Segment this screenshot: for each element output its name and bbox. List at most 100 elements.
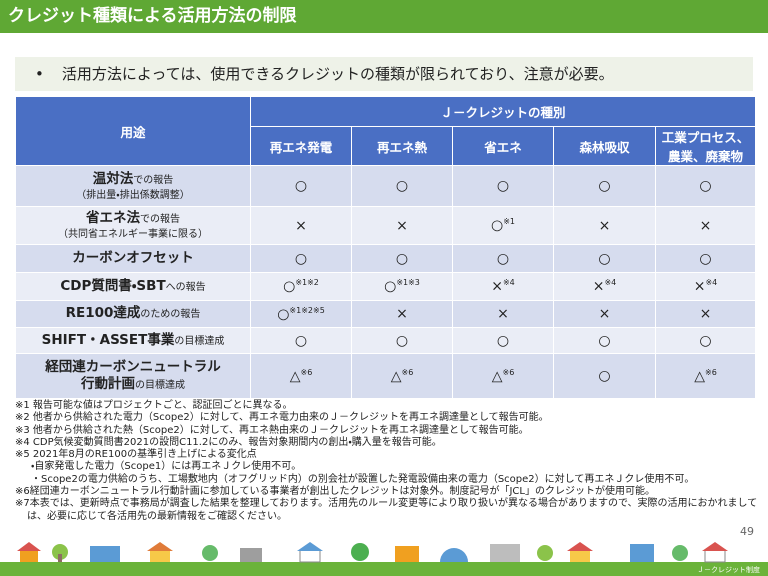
cell-note: ※6	[300, 367, 313, 377]
table-cell: ○	[452, 327, 554, 354]
cell-mark: ○	[699, 250, 712, 267]
cell-mark: ×	[598, 217, 611, 234]
cell-note: ※1※3	[396, 278, 420, 288]
table-cell: ○	[655, 327, 756, 354]
label-suffix: での報告	[140, 214, 180, 225]
cell-mark: ○	[294, 332, 308, 349]
cell-mark: ○	[496, 332, 510, 349]
table-cell: ×	[452, 300, 554, 328]
bullet-box: • 活用方法によっては、使用できるクレジットの種類が限られており、注意が必要。	[15, 57, 753, 91]
cell-mark: ×	[699, 217, 712, 234]
table-cell: ○	[250, 244, 352, 273]
cell-mark: ○	[490, 217, 504, 234]
cell-mark: ○	[384, 278, 397, 295]
cell-mark: ○	[496, 178, 510, 194]
cell-note: ※4	[705, 278, 718, 288]
cell-mark: ×	[693, 278, 706, 295]
label-sub: （共同省エネルギー事業に限る）	[58, 229, 208, 240]
table-cell: ×※4	[655, 272, 756, 301]
table-row: カーボンオフセット ○ ○ ○ ○ ○	[15, 244, 756, 273]
label-suffix: の目標達成	[174, 335, 225, 347]
table-row: SHIFT・ASSET事業の目標達成 ○ ○ ○ ○ ○	[15, 327, 756, 354]
footer-illustration	[0, 542, 768, 576]
cell-mark: △	[390, 368, 402, 385]
row-label: 省エネ法での報告 （共同省エネルギー事業に限る）	[15, 206, 251, 245]
table-cell: ○	[553, 327, 656, 354]
column-header: 森林吸収	[553, 126, 656, 166]
label-suffix: の目標達成	[135, 379, 185, 391]
table-cell: ×	[655, 300, 756, 328]
note: ・自家発電した電力（Scope1）には再エネＪクレ使用不可。	[31, 461, 302, 473]
label-main: 経団連カーボンニュートラル	[45, 358, 221, 375]
cell-mark: ×	[396, 217, 408, 234]
table-cell: ○	[452, 244, 554, 273]
cell-mark: ○	[283, 278, 296, 295]
cell-mark: ○	[598, 332, 611, 349]
table-cell: △※6	[351, 353, 453, 399]
row-label: CDP質問書・SBTへの報告	[15, 272, 251, 301]
note: ※3 他者から供給された熱（Scope2）に対して、再エネ熱由来のＪ－クレジット…	[15, 424, 529, 436]
cell-mark: ○	[598, 250, 611, 267]
row-label: SHIFT・ASSET事業の目標達成	[15, 327, 251, 354]
cell-mark: △	[289, 368, 301, 385]
column-header: 省エネ	[452, 126, 554, 166]
cell-mark: ×	[598, 306, 611, 322]
note: ※7本表では、更新時点で事務局が調査した結果を整理しております。活用先のルール変…	[15, 498, 758, 522]
cell-mark: ○	[496, 250, 510, 267]
table-cell: ○※1※3	[351, 272, 453, 301]
cell-note: ※4	[502, 278, 515, 288]
cell-mark: ○	[699, 178, 712, 194]
label-main: CDP質問書・SBT	[60, 277, 166, 294]
table-cell: ○※1※2	[250, 272, 352, 301]
table-cell: ○※1	[452, 206, 554, 245]
table-cell: ○	[553, 244, 656, 273]
use-header: 用途	[15, 96, 251, 166]
label-main: RE100達成	[65, 305, 141, 321]
note: ※5 2021年8月のRE100の基準引き上げによる変化点	[15, 449, 257, 461]
table-cell: ×	[351, 300, 453, 328]
cell-mark: ×	[592, 278, 605, 295]
row-label: 温対法での報告 （排出量・排出係数調整）	[15, 165, 251, 207]
row-label: カーボンオフセット	[15, 244, 251, 273]
table-row: 省エネ法での報告 （共同省エネルギー事業に限る） × × ○※1 × ×	[15, 206, 756, 245]
row-label: 経団連カーボンニュートラル 行動計画の目標達成	[15, 353, 251, 399]
table-cell: △※6	[250, 353, 352, 399]
cell-mark: ○	[699, 332, 712, 349]
table-cell: ×	[250, 206, 352, 245]
table-cell: ○	[655, 244, 756, 273]
table-cell: ×	[553, 300, 656, 328]
table-row: RE100達成のための報告 ○※1※2※5 × × × ×	[15, 300, 756, 328]
table-cell: ○	[250, 327, 352, 354]
table-cell: ○	[250, 165, 352, 207]
cell-mark: ×	[491, 278, 503, 295]
table-cell: ×※4	[452, 272, 554, 301]
table-cell: ×	[655, 206, 756, 245]
note: ※6経団連カーボンニュートラル行動計画に参加している事業者が創出したクレジットは…	[15, 486, 655, 498]
cell-note: ※6	[502, 367, 515, 377]
title: クレジット種類による活用方法の制限	[0, 0, 768, 33]
cell-note: ※1※2※5	[289, 305, 325, 315]
table-row: CDP質問書・SBTへの報告 ○※1※2 ○※1※3 ×※4 ×※4 ×※4	[15, 272, 756, 301]
label-main: カーボンオフセット	[72, 250, 194, 266]
group-header: Ｊ－クレジットの種別	[250, 96, 756, 127]
cell-note: ※1※2	[295, 278, 319, 288]
table-cell: ○	[351, 327, 453, 354]
table-cell: ○※1※2※5	[250, 300, 352, 328]
table-cell: ○	[351, 165, 453, 207]
cell-mark: ×	[396, 306, 408, 322]
table-cell: ○	[553, 165, 656, 207]
cell-mark: △	[694, 368, 705, 385]
cell-mark: ○	[294, 250, 308, 267]
cell-mark: ○	[277, 306, 290, 323]
note: ※4 CDP気候変動質問書2021の設問C11.2にのみ、報告対象期間内の創出・…	[15, 436, 442, 448]
cell-mark: ×	[295, 217, 307, 234]
cell-mark: ○	[395, 178, 409, 194]
label-main: 温対法	[92, 170, 134, 187]
cell-mark: ○	[598, 368, 611, 384]
label-main: SHIFT・ASSET事業	[41, 331, 175, 348]
table-cell: ○	[655, 165, 756, 207]
cell-note: ※1	[503, 217, 515, 227]
credit-table: 用途 Ｊ－クレジットの種別 再エネ発電 再エネ熱 省エネ 森林吸収 工業プロセス、農業、廃…	[15, 96, 756, 399]
page-number: 49	[740, 525, 754, 538]
